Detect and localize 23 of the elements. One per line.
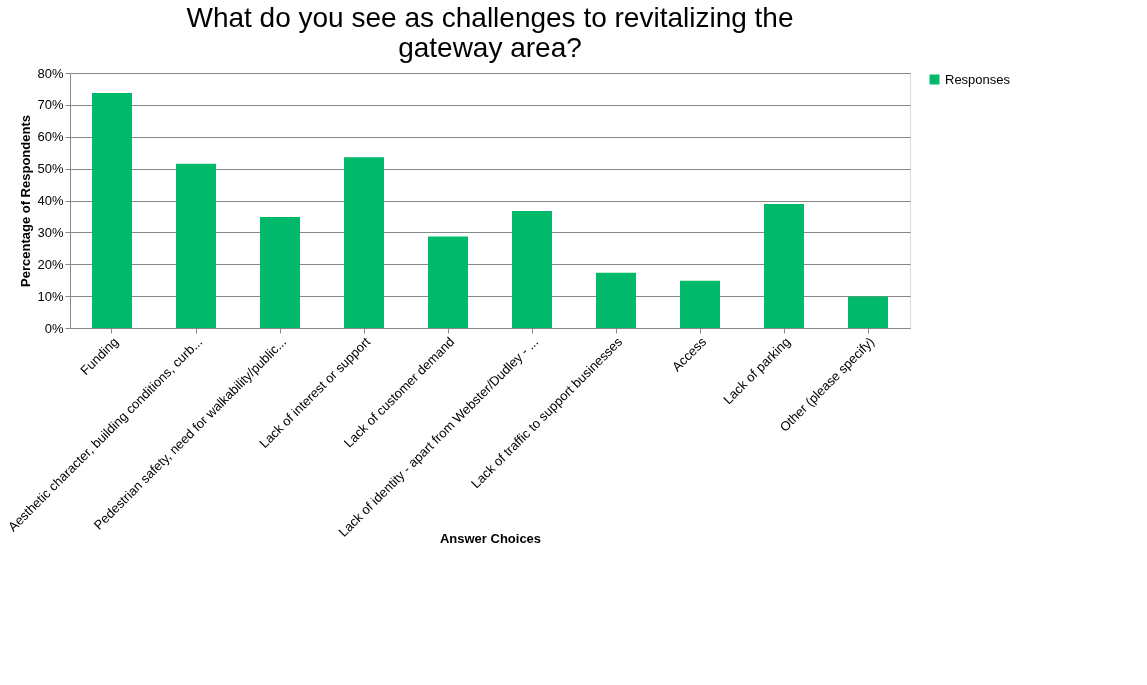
y-tick-label: 50%	[37, 161, 64, 177]
legend-label: Responses	[945, 71, 1011, 87]
x-axis-title: Answer Choices	[439, 530, 542, 546]
bar	[176, 163, 216, 328]
chart-title: What do you see as challenges to revitalizing the gateway area?	[186, 2, 794, 63]
y-tick-label: 70%	[37, 97, 64, 113]
y-tick-label: 30%	[37, 224, 64, 240]
bar	[596, 272, 636, 328]
y-tick-label: 60%	[37, 129, 64, 145]
bar	[428, 236, 468, 328]
bar	[848, 296, 888, 328]
bar	[92, 93, 132, 328]
bar	[260, 217, 300, 328]
bar	[512, 211, 552, 328]
y-axis-title: Percentage of Respondents	[18, 115, 34, 287]
bar	[344, 157, 384, 328]
bar	[680, 280, 720, 328]
y-tick-label: 40%	[37, 193, 64, 208]
y-tick-label: 0%	[44, 320, 64, 336]
y-tick-label: 20%	[37, 256, 64, 272]
y-tick-label: 80%	[37, 65, 64, 81]
bar	[764, 204, 804, 328]
y-tick-label: 10%	[37, 288, 64, 304]
